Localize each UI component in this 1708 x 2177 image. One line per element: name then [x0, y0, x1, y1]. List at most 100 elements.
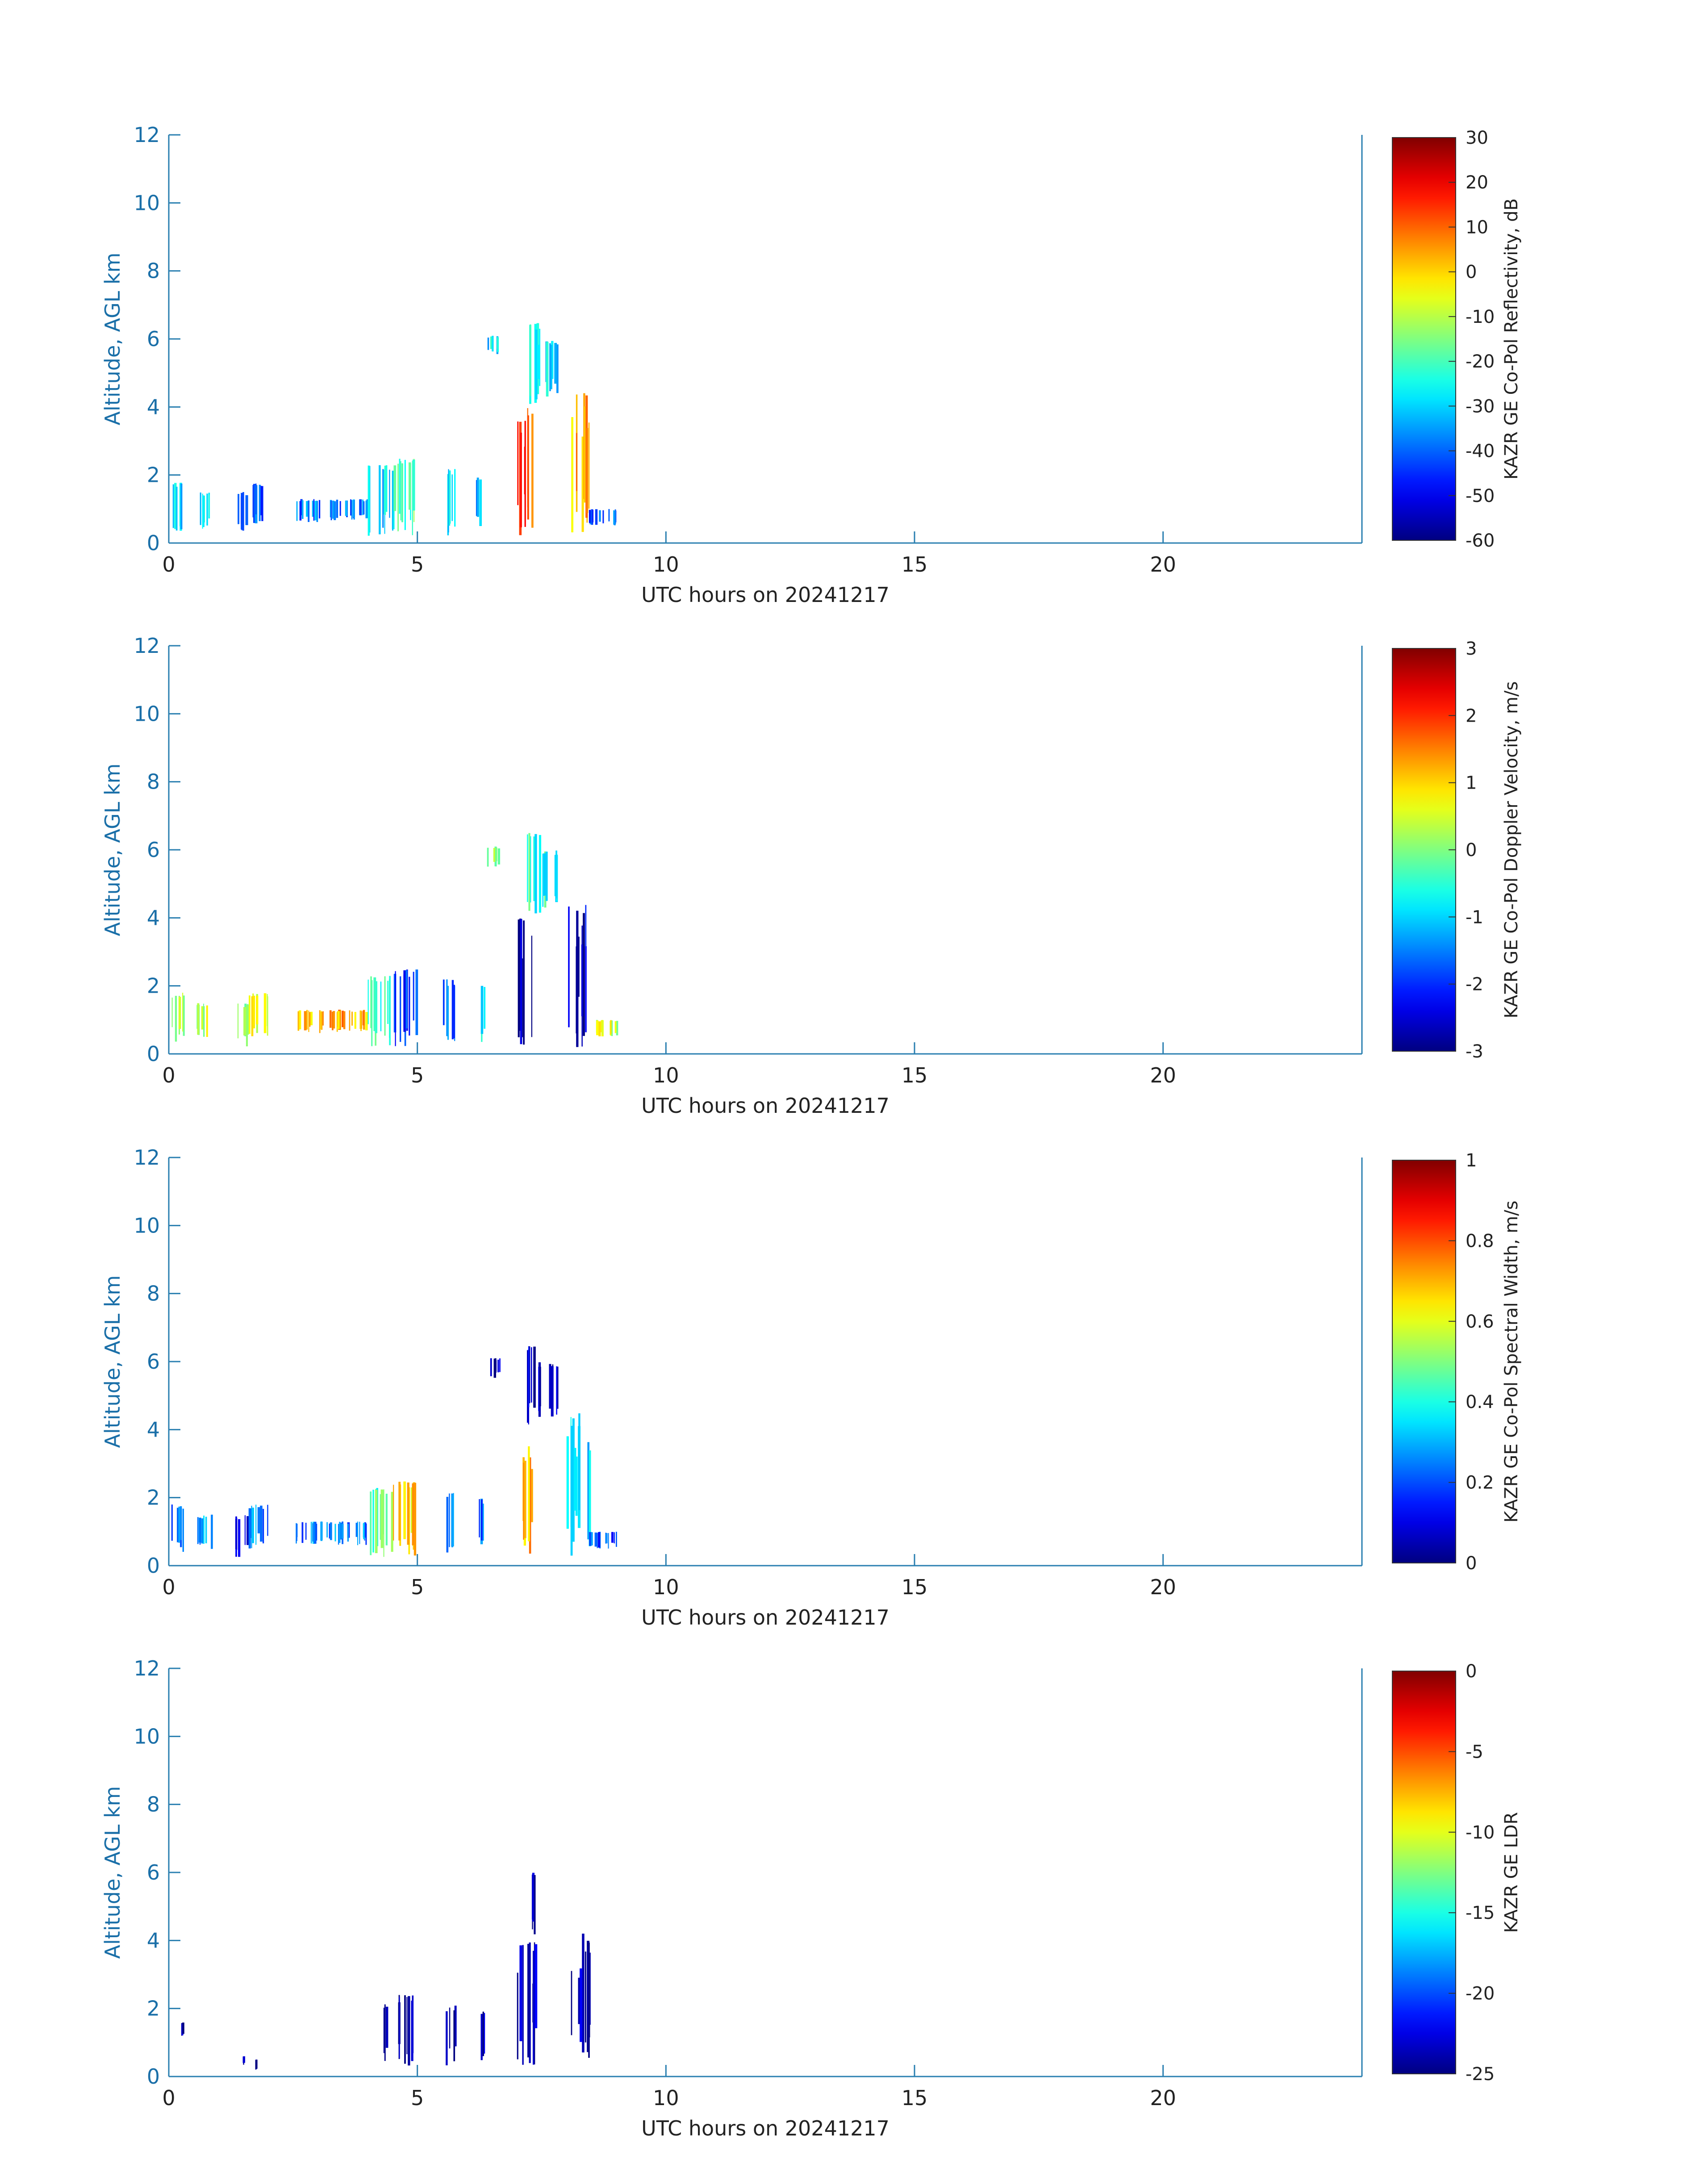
data-mark — [598, 1021, 601, 1036]
data-mark — [200, 492, 201, 525]
colorbar-label: KAZR GE Co-Pol Reflectivity, dB — [1501, 198, 1522, 480]
y-tick-label: 10 — [134, 191, 160, 215]
data-mark — [527, 415, 529, 520]
y-tick-label: 10 — [134, 1724, 160, 1748]
colorbar-3: 0 0.2 0.4 0.6 0.8 1 KAZR GE Co-Pol Spectral Wi… — [1392, 1150, 1522, 1574]
data-mark — [392, 471, 393, 531]
data-mark — [171, 1504, 173, 1541]
data-mark — [205, 1517, 207, 1543]
data-mark — [393, 1484, 394, 1541]
data-mark — [329, 1010, 332, 1028]
data-mark — [453, 2010, 455, 2061]
data-mark — [255, 2060, 258, 2068]
data-mark — [330, 500, 332, 520]
x-tick-label: 20 — [1150, 2086, 1176, 2110]
data-mark — [336, 499, 338, 518]
colorbar-tick-label: -1 — [1466, 907, 1483, 928]
data-mark — [575, 1456, 578, 1516]
data-mark — [301, 1522, 304, 1543]
colorbar-tick-label: 0 — [1466, 1553, 1477, 1574]
data-mark — [554, 855, 556, 896]
colorbar-1: -60 -50 -40 -30 -20 -10 0 10 20 30 KAZR GE Co-Pol … — [1392, 128, 1522, 551]
data-mark — [238, 494, 239, 524]
data-mark — [482, 1504, 484, 1541]
x-tick-label: 10 — [653, 1575, 679, 1599]
data-mark — [355, 1522, 357, 1537]
data-mark — [487, 337, 489, 350]
colorbar-tick-label: 0.2 — [1466, 1473, 1494, 1493]
data-mark — [329, 1523, 330, 1539]
data-mark — [400, 461, 401, 521]
data-mark — [305, 1522, 307, 1540]
data-mark — [410, 1487, 413, 1533]
data-mark — [544, 853, 547, 895]
data-mark — [596, 1020, 599, 1036]
x-tick-label: 0 — [162, 1575, 175, 1599]
data-mark — [556, 344, 559, 393]
data-mark — [361, 1011, 363, 1029]
data-mark — [535, 834, 537, 914]
data-mark — [393, 465, 397, 511]
data-mark — [391, 1492, 393, 1552]
data-mark — [413, 972, 414, 1021]
data-mark — [182, 993, 184, 1032]
data-mark — [576, 911, 579, 1047]
data-mark — [527, 834, 528, 902]
colorbar-gradient — [1392, 648, 1456, 1052]
data-mark — [497, 1359, 499, 1373]
y-tick-label: 4 — [147, 1928, 160, 1952]
y-tick-label: 10 — [134, 702, 160, 726]
data-mark — [480, 2014, 483, 2060]
y-tick-label: 2 — [147, 974, 160, 998]
data-mark — [398, 1482, 401, 1541]
data-mark — [551, 345, 552, 389]
data-mark — [524, 421, 526, 527]
data-mark — [389, 469, 390, 518]
data-mark — [497, 848, 500, 865]
x-tick-label: 15 — [902, 552, 928, 577]
data-mark — [587, 1946, 589, 2031]
data-mark — [599, 510, 601, 522]
colorbar-tick-label: 0.4 — [1466, 1392, 1494, 1412]
data-mark — [616, 1021, 618, 1036]
data-mark — [527, 1943, 530, 2058]
data-mark — [362, 1010, 365, 1026]
data-mark — [535, 330, 538, 400]
data-mark — [531, 936, 532, 1037]
data-mark — [178, 1506, 180, 1543]
data-mark — [412, 1483, 414, 1546]
data-mark — [581, 944, 584, 1016]
data-mark — [611, 1020, 613, 1036]
data-mark — [340, 1522, 342, 1540]
colorbar-tick-label: 3 — [1466, 639, 1477, 659]
data-mark — [594, 1532, 597, 1547]
data-mark — [542, 853, 544, 907]
data-mark — [583, 913, 585, 1036]
data-mark — [384, 465, 386, 515]
y-axis-label: Altitude, AGL km — [100, 763, 125, 936]
y-axis-label: Altitude, AGL km — [100, 1275, 125, 1448]
data-mark — [449, 2007, 451, 2049]
data-mark — [382, 469, 384, 528]
x-tick-label: 5 — [411, 1063, 424, 1087]
data-mark — [263, 993, 267, 1033]
y-tick-label: 2 — [147, 1997, 160, 2021]
data-mark — [255, 1504, 257, 1545]
data-mark — [362, 499, 364, 515]
data-mark — [520, 919, 522, 1045]
x-tick-label: 0 — [162, 2086, 175, 2110]
colorbar-tick-label: -2 — [1466, 974, 1483, 995]
data-mark — [400, 976, 401, 1042]
y-tick-label: 4 — [147, 395, 160, 419]
colorbar-4: -25 -20 -15 -10 -5 0 KAZR GE LDR — [1392, 1661, 1522, 2085]
data-mark — [447, 986, 449, 1040]
data-mark — [533, 1951, 535, 2065]
data-mark — [201, 1006, 204, 1030]
data-mark — [174, 483, 177, 529]
data-mark — [365, 1012, 368, 1031]
data-mark — [517, 1972, 518, 2060]
data-mark — [182, 2022, 184, 2034]
data-mark — [487, 848, 489, 867]
data-mark — [341, 1524, 344, 1539]
